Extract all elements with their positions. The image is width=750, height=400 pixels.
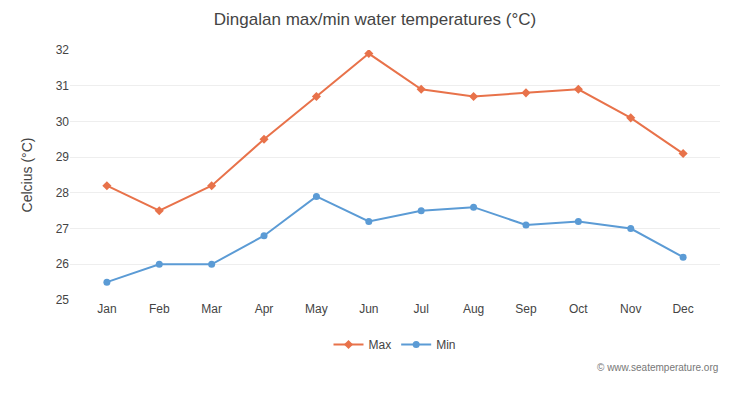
svg-text:Celcius (°C): Celcius (°C) (19, 138, 35, 213)
svg-text:Mar: Mar (201, 302, 222, 316)
svg-text:Apr: Apr (255, 302, 274, 316)
svg-text:27: 27 (56, 222, 70, 236)
svg-text:Aug: Aug (463, 302, 484, 316)
svg-text:Feb: Feb (149, 302, 170, 316)
svg-text:30: 30 (56, 115, 70, 129)
svg-text:32: 32 (56, 43, 70, 57)
svg-text:26: 26 (56, 257, 70, 271)
svg-text:Min: Min (436, 338, 455, 352)
svg-text:Nov: Nov (620, 302, 641, 316)
svg-text:May: May (305, 302, 328, 316)
svg-text:Dec: Dec (672, 302, 693, 316)
svg-text:28: 28 (56, 186, 70, 200)
svg-text:Jan: Jan (97, 302, 116, 316)
svg-text:© www.seatemperature.org: © www.seatemperature.org (597, 362, 718, 373)
svg-text:29: 29 (56, 150, 70, 164)
svg-text:25: 25 (56, 293, 70, 307)
svg-text:Sep: Sep (515, 302, 537, 316)
svg-text:Oct: Oct (569, 302, 588, 316)
svg-text:Max: Max (369, 338, 392, 352)
svg-text:31: 31 (56, 79, 70, 93)
svg-text:Jul: Jul (414, 302, 429, 316)
svg-text:Jun: Jun (359, 302, 378, 316)
svg-text:Dingalan max/min water tempera: Dingalan max/min water temperatures (°C) (214, 10, 536, 29)
